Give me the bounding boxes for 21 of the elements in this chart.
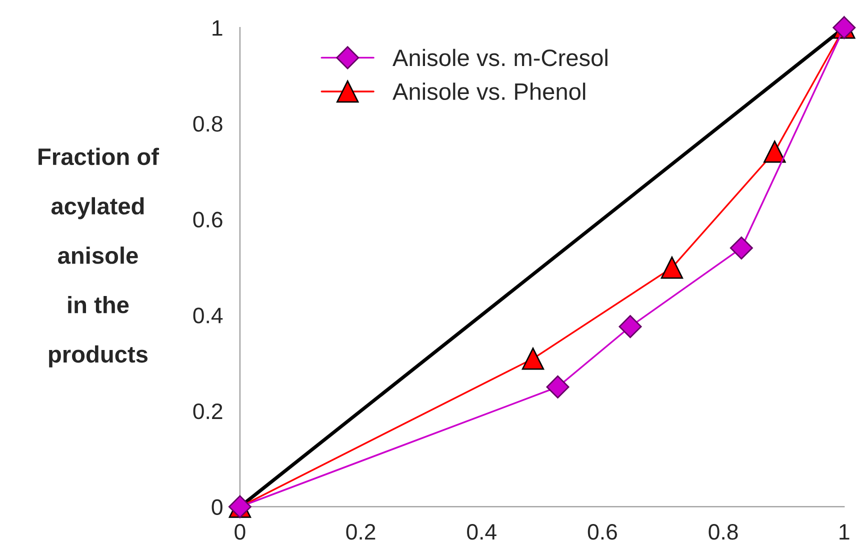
point <box>730 236 753 260</box>
point <box>618 315 642 338</box>
x-tick-label: 0.4 <box>467 524 496 540</box>
y-tick-label: 0.4 <box>193 308 223 324</box>
x-tick-label: 0.6 <box>588 524 617 540</box>
y-tick-label: 0 <box>212 499 222 516</box>
legend-label: Anisole vs. m-Cresol <box>392 48 608 66</box>
text: Fraction of acylated anisole in the products <box>38 148 160 368</box>
x-tick-label: 0.8 <box>708 524 738 540</box>
y-tick-label: 0.2 <box>193 403 222 420</box>
point <box>546 375 570 398</box>
x-tick-label: 1 <box>840 524 850 540</box>
y-tick-label: 1 <box>212 20 222 36</box>
x-tick-label: 0 <box>234 524 246 540</box>
y-tick-label: 0.8 <box>193 116 222 132</box>
legend-label: Anisole vs. Phenol <box>392 82 586 100</box>
point <box>522 348 544 370</box>
point <box>660 256 684 279</box>
x-tick-label: 0.2 <box>346 524 376 540</box>
y-tick-label: 0.6 <box>193 212 222 228</box>
point <box>764 140 786 163</box>
